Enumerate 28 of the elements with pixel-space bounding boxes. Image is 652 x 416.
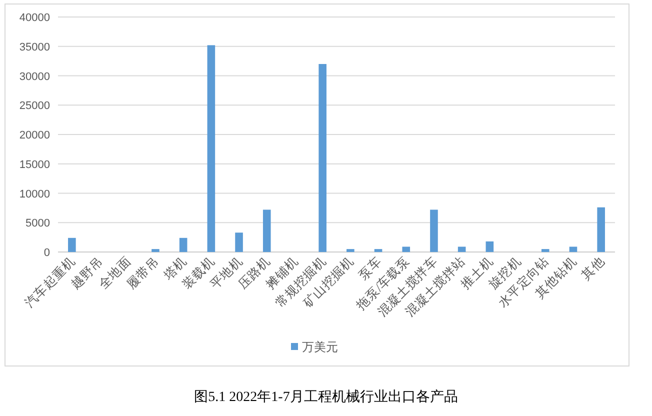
bar — [235, 232, 243, 252]
y-tick-label: 15000 — [19, 158, 50, 171]
y-tick-label: 5000 — [26, 218, 50, 230]
bar — [486, 241, 494, 252]
x-tick-label: 其他 — [578, 254, 608, 283]
bar — [207, 45, 216, 252]
bar — [179, 238, 188, 252]
y-tick-label: 10000 — [19, 188, 50, 200]
bar — [346, 249, 354, 252]
bar — [152, 249, 160, 252]
bar — [569, 246, 578, 252]
caption: 图5.1 2022年1-7月工程机械行业出口各产品 — [194, 389, 458, 405]
bar — [68, 238, 76, 252]
y-tick-label: 20000 — [19, 130, 50, 142]
bar — [430, 210, 438, 252]
bar — [541, 249, 550, 252]
y-tick-label: 40000 — [19, 12, 50, 24]
legend-label: 万美元 — [302, 340, 338, 354]
bar — [597, 207, 605, 252]
bar — [374, 249, 382, 252]
bar — [402, 246, 410, 252]
y-tick-label: 0 — [44, 247, 50, 259]
bar — [262, 210, 271, 252]
bar — [458, 246, 466, 252]
y-tick-label: 35000 — [19, 41, 50, 54]
bar — [318, 64, 326, 252]
y-tick-label: 30000 — [19, 70, 50, 83]
y-tick-label: 25000 — [19, 100, 50, 112]
